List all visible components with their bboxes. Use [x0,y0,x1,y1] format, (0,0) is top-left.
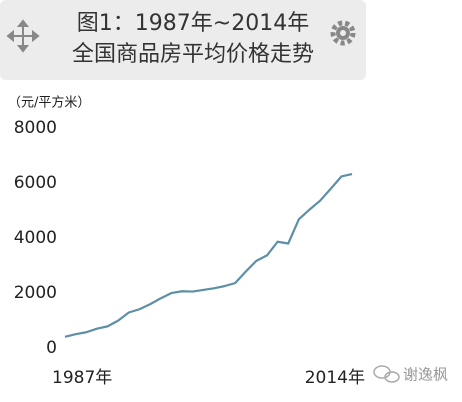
y-tick-label: 8000 [14,118,57,138]
y-axis-label: （元/平方米） [8,95,90,111]
y-tick-label: 0 [46,338,57,358]
move-icon[interactable] [6,19,40,53]
header-bar [0,0,366,80]
y-tick-label: 2000 [14,283,57,303]
data-line [64,173,353,338]
y-tick-label: 6000 [14,173,57,193]
chart-title: 全国商品房平均价格走势 [72,42,314,67]
y-tick-label: 4000 [14,228,57,248]
watermark: 谢逸枫 [403,366,448,384]
chart-title: 图1：1987年~2014年 [77,11,309,36]
settings-icon[interactable] [330,20,356,46]
x-tick-label: 1987年 [52,368,112,388]
watermark-icon [373,365,400,383]
x-tick-label: 2014年 [305,368,365,388]
